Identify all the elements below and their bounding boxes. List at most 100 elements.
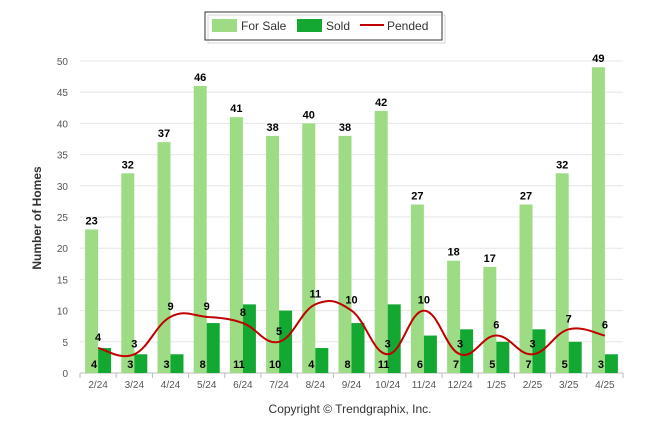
data-label-for-sale: 49 — [592, 53, 604, 65]
data-label-for-sale: 38 — [266, 122, 278, 134]
y-tick-label: 50 — [57, 57, 69, 68]
bar-sold — [279, 310, 293, 373]
x-tick-label: 10/24 — [375, 380, 400, 391]
bar-for-sale — [85, 229, 99, 373]
legend-label-pended: Pended — [387, 19, 428, 33]
pended-line-path — [97, 299, 606, 358]
bar-sold — [170, 354, 184, 373]
bar-for-sale — [374, 110, 388, 374]
bar-for-sale — [591, 67, 605, 374]
y-tick-label: 25 — [57, 213, 69, 224]
x-tick-label: 6/24 — [233, 380, 253, 391]
legend-label-for-sale: For Sale — [241, 19, 287, 33]
bar-for-sale — [338, 135, 352, 373]
x-ticks: 2/24 3/24 4/24 5/24 6/24 7/24 8/24 9/24 10/24 11/… — [79, 373, 624, 391]
bar-for-sale — [410, 204, 424, 373]
data-label-pended: 9 — [204, 301, 210, 313]
data-label-for-sale: 46 — [194, 72, 206, 84]
data-label-for-sale: 32 — [556, 159, 568, 171]
data-label-for-sale: 23 — [85, 215, 97, 227]
x-tick-label: 3/25 — [559, 380, 579, 391]
data-label-for-sale: 41 — [230, 103, 242, 115]
data-label-pended: 3 — [385, 338, 391, 350]
x-tick-label: 7/24 — [269, 380, 289, 391]
legend-swatch-for-sale — [212, 19, 237, 32]
bar-sold — [134, 354, 148, 373]
data-label-pended: 3 — [529, 338, 535, 350]
y-tick-label: 35 — [57, 151, 69, 162]
data-label-pended: 6 — [493, 320, 499, 332]
x-tick-label: 4/24 — [161, 380, 181, 391]
data-label-for-sale: 17 — [484, 253, 496, 265]
data-label-sold: 7 — [525, 359, 531, 371]
bar-sold — [206, 323, 220, 373]
data-label-sold: 6 — [417, 359, 423, 371]
data-label-pended: 10 — [418, 295, 430, 307]
bars — [85, 67, 618, 374]
data-label-for-sale: 32 — [122, 159, 134, 171]
y-tick-label: 20 — [57, 244, 69, 255]
data-label-pended: 5 — [276, 326, 282, 338]
data-label-pended: 6 — [602, 320, 608, 332]
data-label-sold: 4 — [308, 359, 315, 371]
x-tick-label: 1/25 — [487, 380, 507, 391]
y-tick-label: 10 — [57, 307, 69, 318]
pended-line — [97, 299, 606, 358]
data-label-for-sale: 27 — [520, 191, 532, 203]
bar-for-sale — [302, 123, 316, 374]
data-label-for-sale: 27 — [411, 191, 423, 203]
x-tick-label: 12/24 — [448, 380, 473, 391]
y-axis-label: Number of Homes — [30, 166, 44, 270]
legend-label-sold: Sold — [326, 19, 350, 33]
bar-for-sale — [483, 266, 497, 373]
y-tick-label: 40 — [57, 119, 69, 130]
data-label-pended: 4 — [95, 332, 102, 344]
legend-swatch-sold — [297, 19, 322, 32]
x-tick-label: 2/25 — [523, 380, 543, 391]
x-tick-label: 3/24 — [125, 380, 145, 391]
data-label-for-sale: 18 — [447, 247, 459, 259]
bar-sold — [460, 329, 474, 373]
bar-sold — [98, 348, 112, 373]
data-label-pended: 10 — [345, 295, 357, 307]
bar-sold — [604, 354, 618, 373]
data-label-pended: 11 — [309, 288, 321, 300]
data-label-pended: 8 — [240, 307, 246, 319]
x-tick-label: 5/24 — [197, 380, 217, 391]
y-tick-label: 30 — [57, 182, 69, 193]
bar-sold — [351, 323, 365, 373]
x-tick-label: 2/24 — [88, 380, 108, 391]
copyright-credit: Copyright © Trendgraphix, Inc. — [269, 402, 432, 416]
data-label-for-sale: 37 — [158, 128, 170, 140]
bar-sold — [423, 335, 437, 373]
data-label-pended: 7 — [566, 313, 572, 325]
bar-for-sale — [121, 173, 135, 373]
bar-for-sale — [519, 204, 533, 373]
data-label-for-sale: 42 — [375, 97, 387, 109]
data-label-sold: 3 — [127, 359, 133, 371]
y-ticks: 0 5 10 15 20 25 30 35 40 45 50 — [57, 57, 69, 380]
data-label-sold: 5 — [489, 359, 495, 371]
bar-for-sale — [555, 173, 569, 373]
data-label-sold: 5 — [562, 359, 568, 371]
bar-for-sale — [193, 85, 207, 374]
data-label-sold: 10 — [269, 359, 281, 371]
legend-box — [204, 11, 443, 41]
bar-for-sale — [229, 117, 243, 373]
x-tick-label: 4/25 — [595, 380, 615, 391]
data-label-sold: 3 — [163, 359, 169, 371]
x-tick-label: 8/24 — [306, 380, 326, 391]
legend: For Sale Sold Pended — [204, 11, 446, 44]
data-label-sold: 3 — [598, 359, 604, 371]
x-tick-label: 11/24 — [412, 380, 437, 391]
bar-sold — [387, 304, 401, 373]
data-label-sold: 8 — [344, 359, 350, 371]
bar-for-sale — [157, 142, 171, 373]
data-label-sold: 11 — [233, 359, 245, 371]
data-label-pended: 9 — [167, 301, 173, 313]
y-tick-label: 15 — [57, 275, 69, 286]
bar-sold — [496, 341, 510, 373]
bar-for-sale — [266, 135, 280, 373]
data-label-sold: 4 — [91, 359, 98, 371]
